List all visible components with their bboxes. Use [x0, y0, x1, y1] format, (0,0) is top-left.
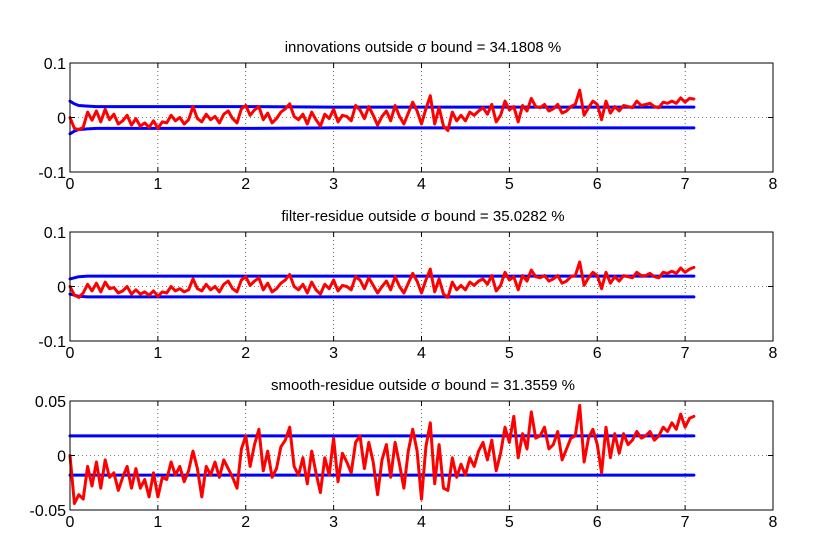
- x-tick-label: 4: [417, 345, 426, 362]
- y-tick-label: 0.05: [35, 394, 66, 411]
- x-tick-label: 7: [681, 176, 690, 193]
- x-tick-label: 8: [769, 345, 778, 362]
- x-tick-label: 1: [153, 345, 162, 362]
- x-tick-label: 6: [593, 176, 602, 193]
- x-tick-label: 2: [241, 345, 250, 362]
- series-residual: [68, 403, 696, 505]
- x-tick-label: 5: [505, 176, 514, 193]
- series-upper-bound: [68, 99, 696, 109]
- x-tick-label: 3: [329, 176, 338, 193]
- x-tick-label: 5: [505, 514, 514, 531]
- x-tick-label: 4: [417, 514, 426, 531]
- series-residual: [68, 260, 696, 299]
- y-tick-label: -0.1: [38, 165, 66, 182]
- x-tick-label: 8: [769, 176, 778, 193]
- series-lower-bound: [68, 126, 696, 136]
- x-tick-label: 3: [329, 514, 338, 531]
- x-tick-label: 6: [593, 345, 602, 362]
- subplot-title: smooth-residue outside σ bound = 31.3559…: [271, 377, 575, 394]
- series-residual: [68, 88, 696, 133]
- y-tick-label: 0: [57, 280, 66, 297]
- series-lower-bound: [68, 292, 696, 299]
- x-tick-label: 7: [681, 345, 690, 362]
- x-tick-label: 0: [66, 514, 75, 531]
- y-tick-label: -0.05: [30, 503, 67, 520]
- subplot-innovations: innovations outside σ bound = 34.1808 % …: [38, 39, 777, 193]
- x-tick-label: 4: [417, 176, 426, 193]
- y-tick-label: 0.1: [44, 225, 66, 242]
- x-tick-label: 6: [593, 514, 602, 531]
- x-tick-label: 5: [505, 345, 514, 362]
- x-tick-label: 7: [681, 514, 690, 531]
- x-tick-label: 3: [329, 345, 338, 362]
- subplot-title: filter-residue outside σ bound = 35.0282…: [281, 208, 564, 225]
- x-tick-label: 0: [66, 345, 75, 362]
- y-tick-label: 0: [57, 111, 66, 128]
- subplot-title: innovations outside σ bound = 34.1808 %: [285, 39, 562, 56]
- y-tick-label: -0.1: [38, 334, 66, 351]
- y-tick-label: 0: [57, 449, 66, 466]
- x-tick-label: 2: [241, 176, 250, 193]
- x-tick-label: 1: [153, 514, 162, 531]
- x-tick-label: 0: [66, 176, 75, 193]
- subplot-filter-residue: filter-residue outside σ bound = 35.0282…: [38, 208, 777, 362]
- subplot-smooth-residue: smooth-residue outside σ bound = 31.3559…: [30, 377, 778, 531]
- x-tick-label: 1: [153, 176, 162, 193]
- x-tick-label: 8: [769, 514, 778, 531]
- y-tick-label: 0.1: [44, 56, 66, 73]
- x-tick-label: 2: [241, 514, 250, 531]
- series-upper-bound: [68, 274, 696, 281]
